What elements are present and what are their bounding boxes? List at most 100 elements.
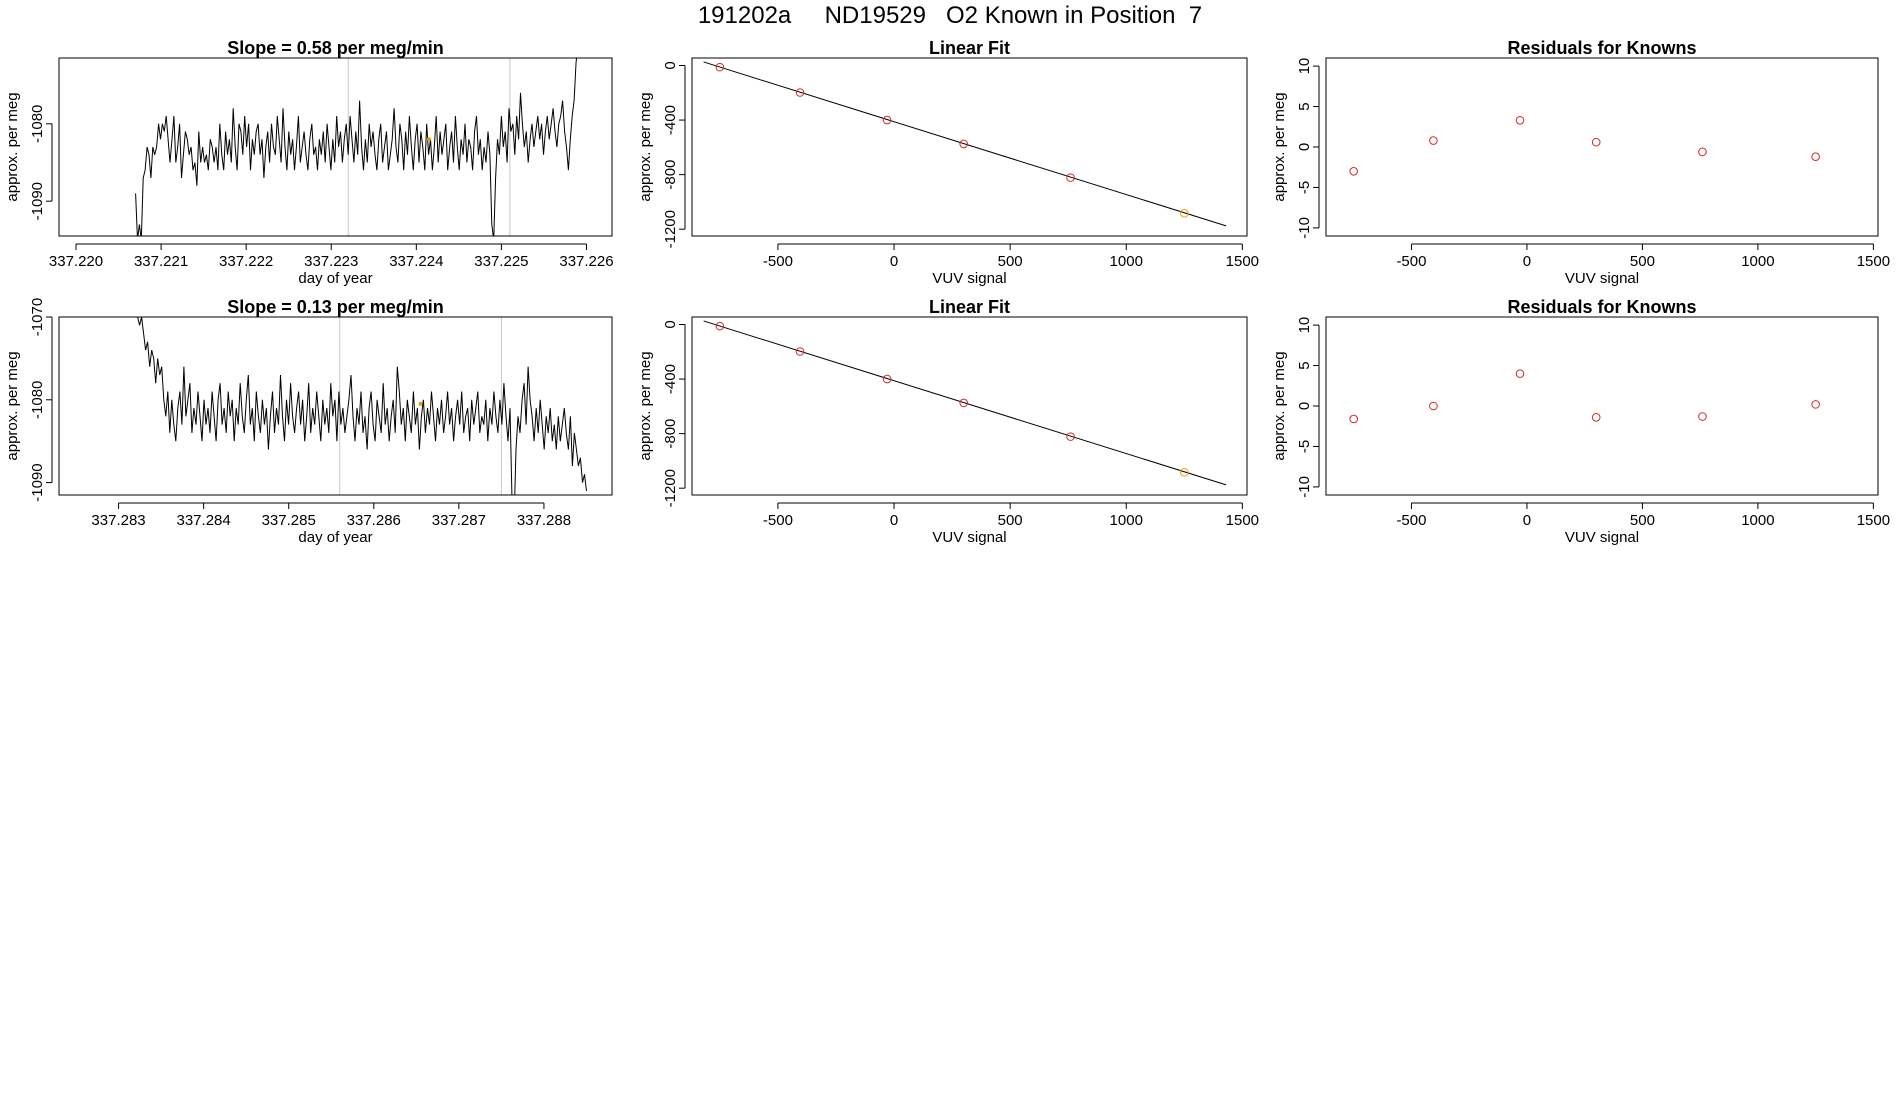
y-tick-label: -1080 (29, 105, 46, 143)
y-tick-label: 0 (1296, 402, 1313, 410)
y-axis-label: approx. per meg (1271, 92, 1288, 201)
fit-line (703, 320, 1227, 486)
y-tick-label: -1080 (29, 381, 46, 419)
data-series-line (137, 317, 587, 495)
data-point (1698, 147, 1707, 157)
plot-frame (1325, 57, 1879, 237)
x-tick-label: -500 (763, 253, 793, 270)
x-tick-label: 337.287 (432, 512, 486, 529)
data-point (715, 321, 725, 331)
chart-panel-3: Residuals for Knowns -500 0 500 1000 1500 VUV … (1271, 38, 1890, 287)
x-tick-label: -500 (1396, 253, 1426, 270)
y-axis-label: approx. per meg (637, 92, 654, 201)
fit-line (703, 61, 1227, 227)
plot-area (137, 317, 587, 495)
x-tick-label: 1000 (1110, 512, 1143, 529)
data-point (1066, 432, 1075, 441)
data-point (1811, 400, 1820, 409)
x-tick-label: 0 (1523, 512, 1531, 529)
data-series-line (135, 58, 578, 236)
x-tick-label: 337.221 (134, 253, 188, 270)
x-tick-label: 337.285 (262, 512, 316, 529)
x-tick-label: 500 (998, 512, 1023, 529)
x-tick-label: 1500 (1226, 253, 1259, 270)
data-point (882, 374, 892, 384)
x-axis-label: day of year (298, 529, 372, 546)
plot-frame (691, 316, 1248, 496)
chart-panel-5: Linear Fit -500 0 500 1000 1500 VUV signal -120… (637, 297, 1259, 546)
y-tick-label: 0 (662, 61, 679, 69)
x-tick-label: 337.220 (49, 253, 103, 270)
data-point (1591, 413, 1601, 422)
plot-area (1349, 369, 1820, 424)
data-point (1591, 137, 1601, 147)
x-tick-label: 337.223 (304, 253, 358, 270)
data-point (1515, 369, 1525, 378)
plot-area (703, 61, 1227, 227)
y-tick-label: 10 (1296, 317, 1313, 334)
data-point (1066, 173, 1075, 182)
chart-title: Slope = 0.13 per meg/min (227, 297, 444, 317)
x-tick-label: 500 (1630, 253, 1655, 270)
data-point (715, 62, 725, 72)
x-tick-label: 0 (890, 253, 898, 270)
x-tick-label: 1000 (1110, 253, 1143, 270)
x-axis-label: VUV signal (932, 529, 1006, 546)
y-tick-label: -1070 (29, 298, 46, 336)
y-tick-label: -800 (662, 160, 679, 190)
y-tick-label: -400 (662, 364, 679, 394)
chart-panel-1: Slope = 0.58 per meg/min 337.220 337.221 33… (4, 38, 614, 287)
chart-title: Residuals for Knowns (1507, 297, 1696, 317)
y-tick-label: -1090 (29, 182, 46, 220)
x-axis-label: day of year (298, 270, 372, 287)
chart-title: Linear Fit (929, 38, 1010, 58)
x-axis-label: VUV signal (932, 270, 1006, 287)
data-point (882, 115, 892, 125)
y-tick-label: -10 (1296, 476, 1313, 498)
x-tick-label: 337.286 (347, 512, 401, 529)
y-tick-label: -1200 (662, 469, 679, 507)
x-tick-label: 1000 (1741, 253, 1774, 270)
x-tick-label: 0 (890, 512, 898, 529)
x-axis-label: VUV signal (1565, 529, 1639, 546)
figure-title: 191202a ND19529 O2 Known in Position 7 (697, 2, 1203, 29)
data-point (1349, 414, 1359, 424)
plot-frame (1325, 316, 1879, 496)
x-tick-label: 1000 (1741, 512, 1774, 529)
y-tick-label: -800 (662, 419, 679, 449)
data-point (1811, 152, 1820, 162)
chart-title: Residuals for Knowns (1507, 38, 1696, 58)
y-tick-label: -400 (662, 105, 679, 135)
y-tick-label: -1090 (29, 463, 46, 501)
x-tick-label: 337.225 (474, 253, 528, 270)
data-point (1429, 136, 1438, 145)
x-tick-label: 1500 (1857, 253, 1890, 270)
x-tick-label: 1500 (1226, 512, 1259, 529)
data-point (959, 398, 968, 408)
data-point (1698, 412, 1707, 421)
y-axis-label: approx. per meg (4, 351, 21, 460)
y-axis-label: approx. per meg (1271, 351, 1288, 460)
chart-panel-6: Residuals for Knowns -500 0 500 1000 1500 VUV … (1271, 297, 1890, 546)
plot-area (1349, 116, 1820, 176)
data-point (1429, 401, 1438, 411)
plot-area (135, 58, 578, 236)
x-axis-label: VUV signal (1565, 270, 1639, 287)
y-tick-label: 5 (1296, 102, 1313, 110)
data-point (959, 139, 968, 149)
y-tick-label: 10 (1296, 58, 1313, 75)
chart-title: Linear Fit (929, 297, 1010, 317)
highlight-marker (418, 401, 423, 406)
chart-title: Slope = 0.58 per meg/min (227, 38, 444, 58)
plot-frame (58, 57, 613, 237)
y-tick-label: -5 (1296, 440, 1313, 453)
y-tick-label: -5 (1296, 181, 1313, 194)
data-point (795, 88, 805, 97)
plot-frame (691, 57, 1248, 237)
x-tick-label: 500 (998, 253, 1023, 270)
x-tick-label: 0 (1523, 253, 1531, 270)
x-tick-label: 337.226 (559, 253, 613, 270)
x-tick-label: 500 (1630, 512, 1655, 529)
highlight-marker (427, 137, 432, 142)
